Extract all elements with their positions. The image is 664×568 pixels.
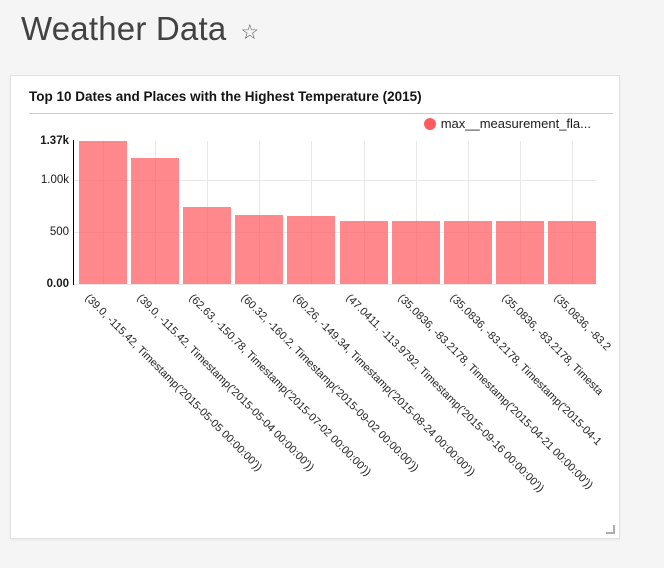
bar[interactable] bbox=[391, 220, 440, 284]
legend-label: max__measurement_fla... bbox=[440, 116, 591, 131]
vertical-gridline bbox=[363, 141, 365, 284]
y-axis-tick-label: 0.00 bbox=[46, 278, 69, 290]
page-header: Weather Data ☆ bbox=[21, 10, 259, 48]
vertical-gridline bbox=[311, 141, 313, 284]
x-axis-category-label: (47.0411, -113.9792, Timestamp('2015-09-… bbox=[343, 292, 546, 495]
x-axis-category-label: (60.32, -160.2, Timestamp('2015-09-02 00… bbox=[238, 292, 422, 475]
favorite-star-icon[interactable]: ☆ bbox=[240, 20, 260, 44]
vertical-gridline bbox=[571, 141, 573, 284]
vertical-gridline bbox=[519, 141, 521, 284]
vertical-gridline bbox=[415, 141, 417, 284]
horizontal-gridline bbox=[74, 179, 597, 181]
bar[interactable] bbox=[79, 141, 127, 284]
horizontal-gridline bbox=[74, 284, 597, 285]
x-axis-category-label: (35.0836, -83.2178, Timesta bbox=[499, 292, 606, 398]
vertical-gridline bbox=[467, 141, 469, 284]
bar[interactable] bbox=[235, 215, 284, 284]
chart-title: Top 10 Dates and Places with the Highest… bbox=[29, 89, 422, 104]
y-axis-tick-label: 500 bbox=[49, 225, 69, 238]
vertical-gridline bbox=[259, 141, 261, 284]
chart-card: Top 10 Dates and Places with the Highest… bbox=[10, 75, 620, 539]
x-axis-category-label: (35.0836, -83.2178, Timestamp('2015-04-2… bbox=[395, 292, 595, 492]
page-title: Weather Data bbox=[21, 10, 227, 47]
x-axis-category-label: (60.26, -149.34, Timestamp('2015-08-24 0… bbox=[290, 292, 478, 479]
bar[interactable] bbox=[339, 220, 388, 284]
legend-color-dot bbox=[423, 117, 436, 130]
horizontal-gridline bbox=[74, 231, 597, 233]
title-divider bbox=[29, 113, 613, 114]
bar[interactable] bbox=[495, 221, 544, 284]
x-axis-category-label: (39.0, -115.42, Timestamp('2015-05-04 00… bbox=[134, 292, 317, 474]
bar-chart-plot-area: 1.37k 1.00k 500 0.00 (39.0, -115.42, Timesta… bbox=[11, 76, 619, 538]
y-axis-tick-label: 1.00k bbox=[40, 173, 69, 186]
bar[interactable] bbox=[131, 158, 180, 284]
card-resize-handle[interactable] bbox=[606, 525, 615, 534]
bar[interactable] bbox=[443, 221, 492, 284]
bar[interactable] bbox=[547, 221, 596, 284]
x-axis-category-label: (62.63, -150.78, Timestamp('2015-07-02 0… bbox=[186, 292, 374, 479]
bar[interactable] bbox=[287, 216, 336, 284]
bar[interactable] bbox=[183, 206, 232, 284]
y-axis-line bbox=[73, 140, 74, 285]
y-axis-tick-label: 1.37k bbox=[40, 135, 69, 147]
x-axis-category-label: (39.0, -115.42, Timestamp('2015-05-05 00… bbox=[82, 292, 265, 474]
legend-item[interactable]: max__measurement_fla... bbox=[423, 116, 591, 131]
